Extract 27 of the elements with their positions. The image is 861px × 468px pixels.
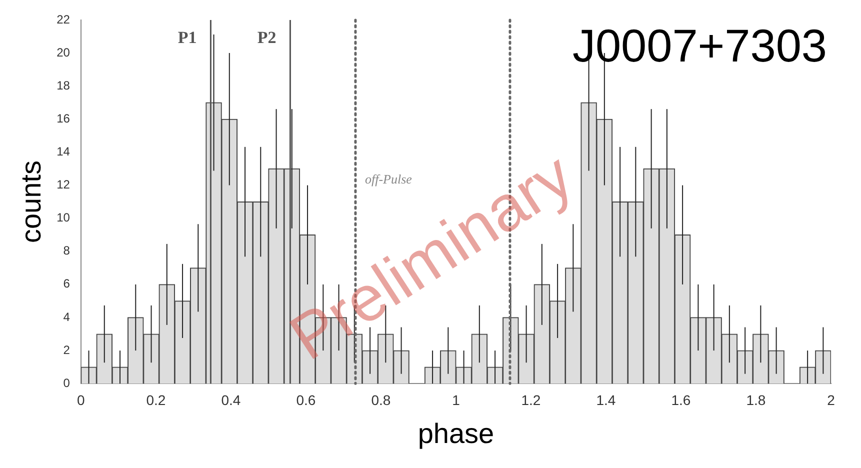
y-tick-label: 20 (56, 45, 70, 60)
x-tick-label: 2 (827, 392, 836, 408)
x-tick-label: 0.2 (146, 392, 166, 408)
y-tick-label: 8 (63, 244, 70, 258)
y-tick-label: 14 (56, 144, 70, 159)
x-tick-label: 0.4 (221, 392, 241, 408)
y-tick-label: 4 (63, 310, 70, 324)
x-tick-label: 0.8 (371, 392, 391, 408)
y-tick-label: 2 (63, 342, 70, 357)
y-tick-label: 18 (56, 78, 70, 92)
x-axis-title: phase (418, 418, 494, 449)
y-axis-title: counts (16, 160, 47, 244)
x-tick-label: 1 (452, 392, 460, 408)
ref-line-label: P2 (257, 28, 276, 47)
x-tick-label: 1.4 (596, 392, 616, 408)
y-tick-label: 16 (56, 111, 70, 126)
x-tick-label: 1.6 (671, 392, 691, 408)
x-tick-label: 0.6 (296, 392, 316, 408)
y-tick-label: 22 (56, 12, 70, 26)
y-tick-label: 10 (56, 210, 70, 225)
x-tick-label: 1.2 (521, 392, 541, 408)
y-tick-label: 6 (63, 276, 70, 291)
ref-line-label: P1 (178, 28, 197, 47)
x-tick-label: 1.8 (746, 392, 766, 408)
y-tick-label: 0 (63, 376, 70, 390)
x-tick-label: 0 (77, 392, 86, 408)
y-tick-label: 12 (56, 178, 70, 192)
